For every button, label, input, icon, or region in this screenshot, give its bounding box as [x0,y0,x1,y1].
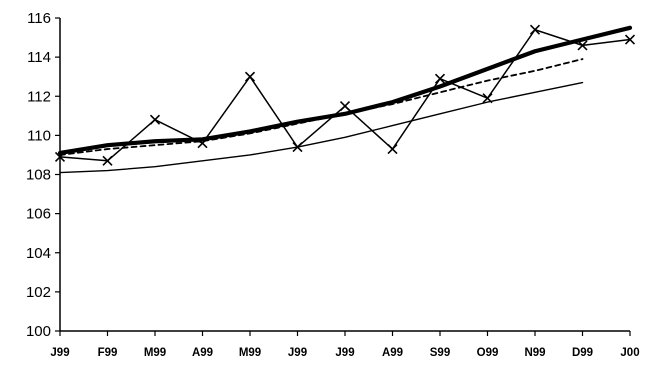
x-tick-label: F99 [98,347,118,359]
x-tick-label: A99 [192,347,213,359]
y-tick-label: 110 [27,127,51,144]
y-tick-label: 114 [27,49,51,66]
y-tick-label: 106 [26,206,51,223]
data-point-x-marker [339,100,351,112]
x-tick-label: S99 [430,347,450,359]
series-thick-line [57,25,633,156]
x-tick-label: M99 [144,347,166,359]
data-point-x-marker [244,71,256,82]
y-axis: 100 102 104 106 108 110 112 114 116 [26,10,61,340]
x-tick-label: J99 [335,347,354,359]
series-thin-line [59,81,584,174]
x-tick-label: D99 [572,347,593,359]
x-tick-label: N99 [524,347,545,359]
data-point-x-marker [434,73,446,84]
y-tick-label: 104 [26,245,51,262]
data-point-x-marker [149,114,161,125]
x-axis: J99 F99 M99 A99 M99 J99 J99 A99 S99 O99 N99 D99 J00 [50,330,640,359]
y-tick-label: 100 [26,323,51,340]
data-point-x-marker [387,144,398,155]
y-tick-label: 112 [27,88,51,105]
data-point-x-marker [482,93,493,104]
data-point-x-marker [624,34,636,45]
x-tick-label: M99 [239,347,261,359]
y-tick-label: 116 [27,10,51,27]
x-tick-label: J99 [50,347,69,359]
y-tick-label: 108 [26,167,51,184]
x-tick-label: J00 [620,347,639,359]
data-point-x-marker [529,24,541,35]
x-tick-label: A99 [382,347,403,359]
data-point-x-marker [102,155,113,166]
y-tick-label: 102 [26,284,51,301]
plot-series [54,24,636,174]
x-tick-label: O99 [477,347,499,359]
data-point-x-marker [292,142,303,153]
x-tick-label: J99 [288,347,307,359]
